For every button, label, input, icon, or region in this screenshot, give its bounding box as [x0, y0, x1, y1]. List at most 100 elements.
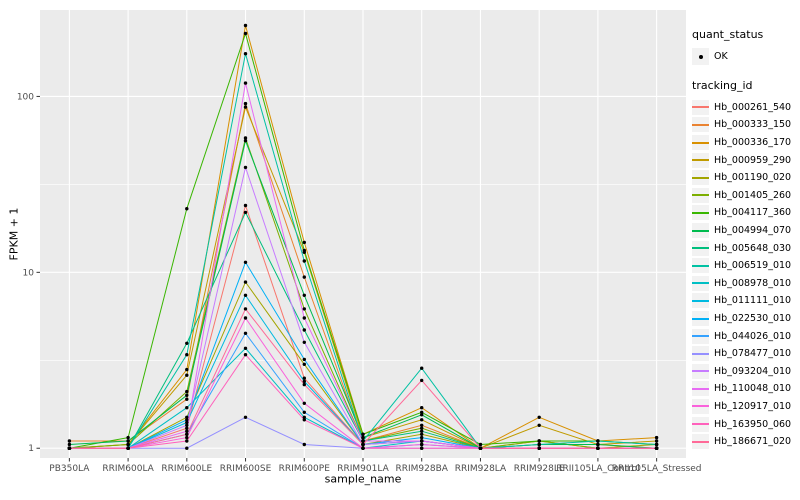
x-tick-label: RRIM600PE — [279, 464, 331, 474]
x-tick-label: RRIM928LA — [455, 464, 507, 474]
legend-item-tracking[interactable]: Hb_011111_010 — [692, 292, 798, 310]
x-tick-label: RRIM600LA — [102, 464, 154, 474]
legend-item-tracking[interactable]: Hb_006519_010 — [692, 257, 798, 275]
legend-item-tracking[interactable]: Hb_044026_010 — [692, 327, 798, 345]
data-point — [302, 415, 306, 419]
data-point — [185, 420, 189, 425]
legend-item-ok[interactable]: OK — [692, 48, 798, 66]
data-point — [126, 435, 130, 440]
legend-item-label: Hb_093204_010 — [714, 365, 792, 377]
data-point — [185, 439, 189, 443]
y-tick-label: 1 — [28, 444, 34, 454]
legend-key-box — [692, 240, 709, 256]
legend-item-tracking[interactable]: Hb_001190_020 — [692, 169, 798, 187]
legend-item-tracking[interactable]: Hb_000959_290 — [692, 151, 798, 169]
legend-item-label: Hb_000336_170 — [714, 137, 792, 149]
legend-line-swatch — [692, 123, 709, 126]
legend-item-tracking[interactable]: Hb_008978_010 — [692, 275, 798, 293]
data-point — [185, 389, 189, 394]
data-point — [243, 346, 248, 350]
legend-item-tracking[interactable]: Hb_093204_010 — [692, 363, 798, 381]
data-point — [243, 203, 248, 208]
data-point — [420, 423, 424, 427]
data-point — [302, 376, 306, 380]
legend-key-box — [692, 293, 709, 309]
data-point — [361, 439, 365, 443]
legend-item-tracking[interactable]: Hb_186671_020 — [692, 433, 798, 451]
legend-line-swatch — [692, 141, 709, 144]
legend-key-box — [692, 187, 709, 203]
legend-key-box — [692, 416, 709, 432]
legend-item-tracking[interactable]: Hb_000333_150 — [692, 116, 798, 134]
data-point — [420, 435, 424, 440]
data-point — [302, 340, 306, 344]
data-point — [302, 275, 306, 279]
data-point — [302, 316, 306, 320]
data-point — [243, 31, 248, 36]
legend-key-box — [692, 434, 709, 450]
legend-line-swatch — [692, 211, 709, 214]
legend-item-tracking[interactable]: Hb_120917_010 — [692, 398, 798, 416]
data-point — [654, 435, 659, 440]
data-point — [302, 248, 306, 253]
x-tick-label: PB350LA — [49, 464, 90, 474]
data-point — [243, 101, 248, 106]
data-point — [361, 446, 365, 450]
legend-line-swatch — [692, 247, 709, 250]
data-point — [243, 415, 248, 419]
legend-line-swatch — [692, 387, 709, 390]
legend-key-box — [692, 223, 709, 239]
legend-item-tracking[interactable]: Hb_005648_030 — [692, 239, 798, 257]
legend-key-box — [692, 363, 709, 379]
data-point — [185, 432, 189, 436]
y-axis-title: FPKM + 1 — [7, 207, 21, 261]
legend-item-label: Hb_000959_290 — [714, 154, 792, 166]
data-point — [420, 439, 424, 443]
data-point — [302, 307, 306, 311]
data-point — [185, 367, 189, 372]
data-point — [420, 429, 424, 433]
data-point — [185, 426, 189, 430]
data-point — [126, 442, 130, 447]
legend-item-tracking[interactable]: Hb_004117_360 — [692, 204, 798, 222]
legend-item-label: Hb_006519_010 — [714, 260, 792, 272]
legend-title-tracking-id: tracking_id — [692, 78, 753, 92]
legend-item-label: Hb_110048_010 — [714, 383, 792, 395]
y-tick-label: 100 — [17, 92, 34, 102]
legend-item-label: Hb_044026_010 — [714, 330, 792, 342]
data-point — [537, 442, 541, 447]
data-point — [478, 442, 483, 447]
legend-item-label: Hb_008978_010 — [714, 277, 792, 289]
x-tick-label: RRIM928LE — [514, 464, 565, 474]
legend-item-tracking[interactable]: Hb_004994_070 — [692, 222, 798, 240]
legend-item-label: Hb_022530_010 — [714, 313, 792, 325]
x-tick-label: RRII105LA_Stressed — [612, 464, 702, 474]
data-point — [243, 293, 248, 297]
legend-line-swatch — [692, 370, 709, 373]
legend-key-box — [692, 346, 709, 362]
legend-item-tracking[interactable]: Hb_110048_010 — [692, 380, 798, 398]
data-point — [420, 406, 424, 410]
data-point — [185, 435, 189, 440]
data-point — [243, 210, 248, 215]
legend-key-box — [692, 398, 709, 414]
data-point — [420, 410, 424, 414]
data-point — [243, 136, 248, 140]
legend-item-tracking[interactable]: Hb_078477_010 — [692, 345, 798, 363]
legend-item-tracking[interactable]: Hb_000336_170 — [692, 134, 798, 152]
data-point — [537, 446, 541, 450]
legend-item-tracking[interactable]: Hb_163950_060 — [692, 415, 798, 433]
data-point — [185, 418, 189, 422]
legend-item-label: OK — [714, 51, 728, 63]
legend-item-label: Hb_120917_010 — [714, 400, 792, 412]
legend-line-swatch — [692, 282, 709, 285]
legend-item-tracking[interactable]: Hb_001405_260 — [692, 187, 798, 205]
data-point — [185, 341, 189, 345]
data-point — [302, 382, 306, 387]
legend-item-tracking[interactable]: Hb_022530_010 — [692, 310, 798, 328]
legend-line-swatch — [692, 405, 709, 408]
data-point — [302, 379, 306, 384]
legend-key-box — [692, 99, 709, 115]
legend-item-tracking[interactable]: Hb_000261_540 — [692, 99, 798, 117]
